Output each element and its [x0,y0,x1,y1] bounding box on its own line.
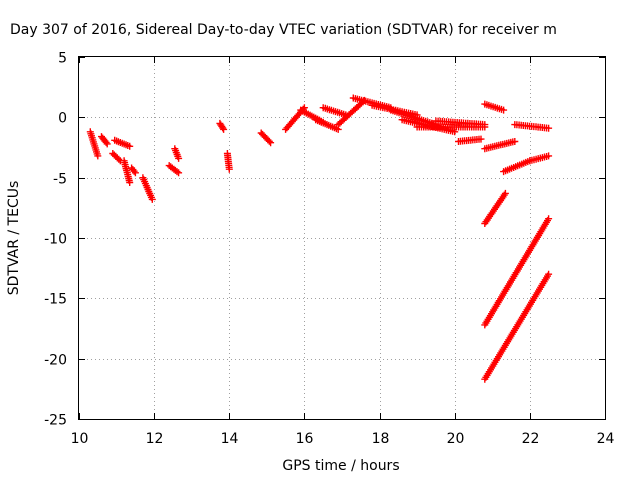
data-trace [128,164,139,177]
y-axis-label: SDTVAR / TECUs [6,181,22,296]
data-trace [165,162,183,177]
data-trace [216,119,228,133]
y-tick-label: -15 [44,292,67,308]
data-trace [481,138,519,153]
data-trace [139,174,156,203]
data-trace [526,152,553,165]
data-trace [312,116,342,133]
data-trace [500,157,534,176]
data-trace [511,121,553,132]
y-tick-label: -5 [53,172,67,188]
data-points [86,94,553,383]
grid-lines [79,57,605,419]
data-trace [120,157,134,186]
x-tick-label: 12 [146,431,164,447]
data-trace [455,135,485,145]
y-tick-label: 5 [58,51,67,67]
data-trace [257,129,275,147]
x-axis-label: GPS time / hours [282,458,399,474]
data-trace [98,133,111,148]
axes: 10 12 14 16 18 20 22 24 5 0 -5 -10 -15 -20 -25 [44,51,614,448]
data-trace [86,128,102,160]
data-trace [432,117,489,129]
data-trace [319,104,350,119]
data-trace [481,100,508,114]
x-tick-label: 10 [71,431,89,447]
x-tick-label: 14 [221,431,239,447]
data-trace [481,215,553,329]
x-tick-label: 22 [522,431,540,447]
data-trace [481,189,509,227]
plot-frame [78,56,606,420]
data-trace [111,136,134,150]
x-tick-label: 24 [597,431,615,447]
data-trace [481,270,553,383]
y-tick-label: 0 [58,111,67,127]
x-tick-label: 16 [296,431,314,447]
y-tick-label: -20 [44,353,67,369]
y-tick-label: -10 [44,232,67,248]
data-trace [171,145,183,162]
chart-title: Day 307 of 2016, Sidereal Day-to-day VTE… [10,22,557,38]
data-trace [223,150,233,173]
data-trace [109,150,124,165]
data-trace [282,104,308,133]
y-tick-label: -25 [44,413,67,429]
x-tick-label: 18 [372,431,390,447]
x-tick-label: 20 [447,431,465,447]
